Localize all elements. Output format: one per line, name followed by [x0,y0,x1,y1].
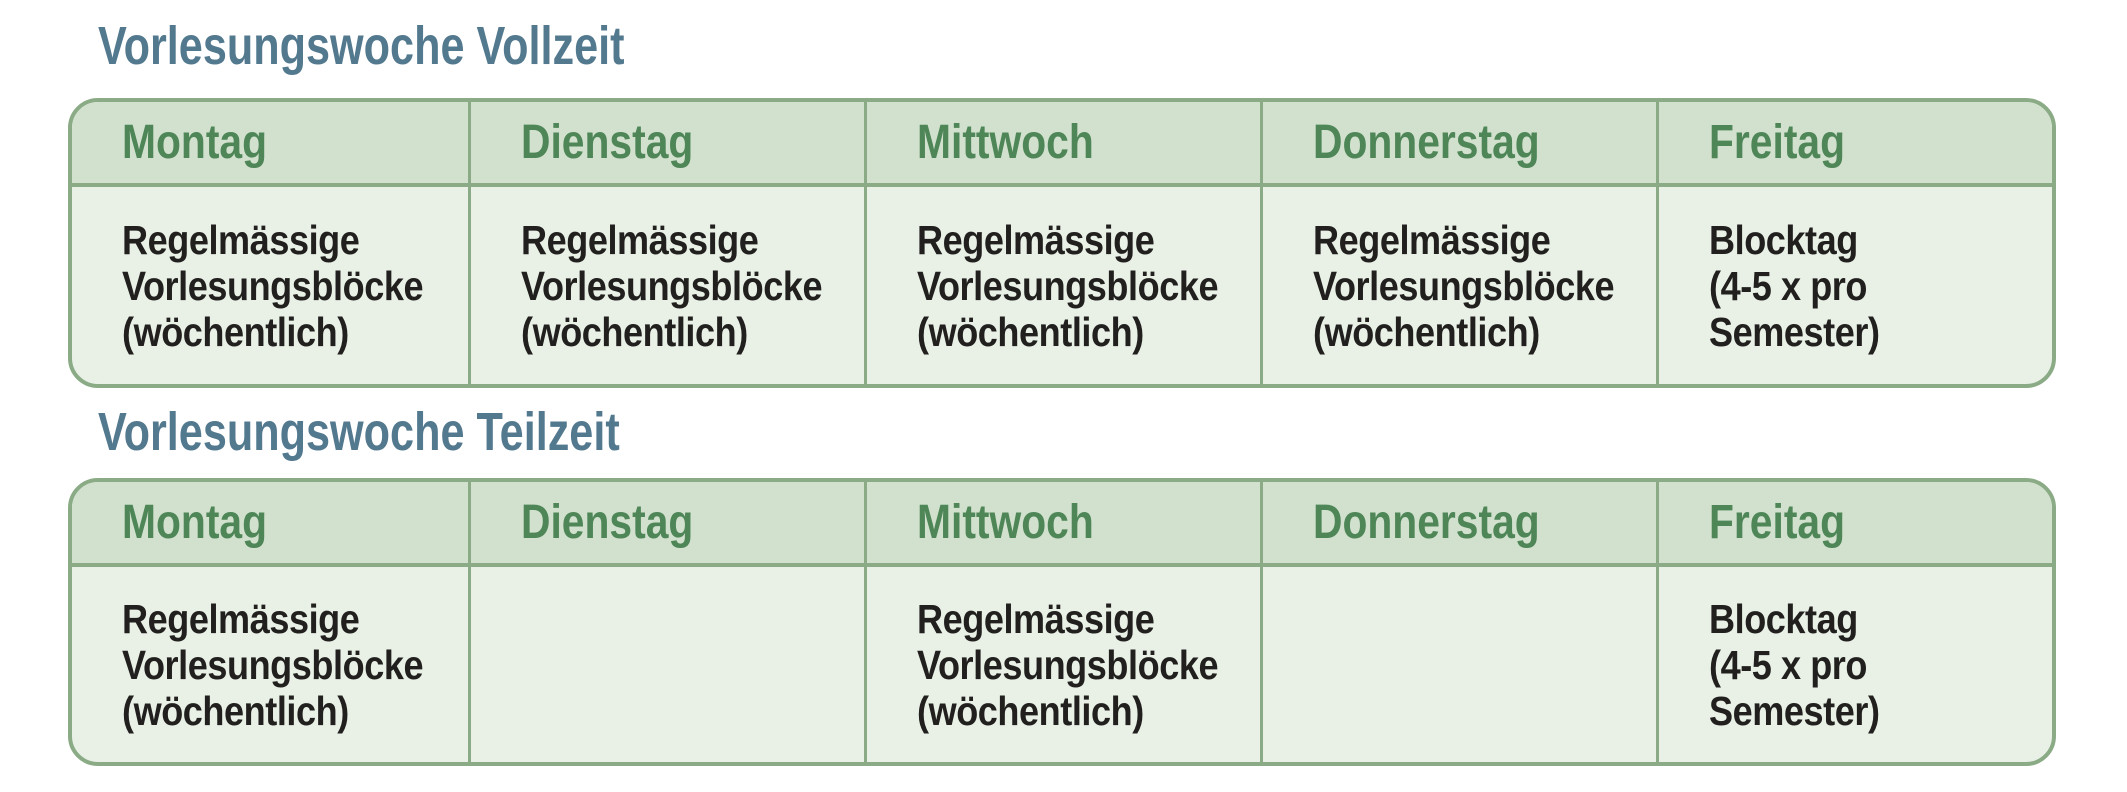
vollzeit-header-row: Montag Dienstag Mittwoch Donnerstag Frei… [72,102,2052,187]
table-cell-montag: Regelmässige Vorlesungsblöcke (wöchentli… [72,187,468,384]
day-header-freitag: Freitag [1656,482,2052,563]
day-header-label: Montag [122,116,268,169]
day-header-mittwoch: Mittwoch [864,102,1260,183]
day-header-montag: Montag [72,482,468,563]
day-header-label: Mittwoch [917,116,1094,169]
table-cell-mittwoch: Regelmässige Vorlesungsblöcke (wöchentli… [864,567,1260,762]
day-header-label: Dienstag [521,116,694,169]
table-cell-dienstag: Regelmässige Vorlesungsblöcke (wöchentli… [468,187,864,384]
day-header-donnerstag: Donnerstag [1260,102,1656,183]
day-header-label: Freitag [1709,496,1846,549]
cell-text: Blocktag (4-5 x pro Semester) [1709,595,1880,734]
table-cell-donnerstag [1260,567,1656,762]
teilzeit-title: Vorlesungswoche Teilzeit [98,402,620,462]
day-header-label: Freitag [1709,116,1846,169]
table-cell-dienstag [468,567,864,762]
cell-text: Regelmässige Vorlesungsblöcke (wöchentli… [917,595,1219,734]
table-cell-donnerstag: Regelmässige Vorlesungsblöcke (wöchentli… [1260,187,1656,384]
cell-text: Regelmässige Vorlesungsblöcke (wöchentli… [917,216,1219,355]
table-cell-mittwoch: Regelmässige Vorlesungsblöcke (wöchentli… [864,187,1260,384]
teilzeit-header-row: Montag Dienstag Mittwoch Donnerstag Frei… [72,482,2052,567]
table-cell-montag: Regelmässige Vorlesungsblöcke (wöchentli… [72,567,468,762]
day-header-label: Donnerstag [1313,496,1540,549]
day-header-label: Montag [122,496,268,549]
teilzeit-table: Montag Dienstag Mittwoch Donnerstag Frei… [68,478,2056,766]
table-cell-freitag: Blocktag (4-5 x pro Semester) [1656,567,2052,762]
cell-text: Blocktag (4-5 x pro Semester) [1709,216,1880,355]
day-header-mittwoch: Mittwoch [864,482,1260,563]
day-header-label: Mittwoch [917,496,1094,549]
vollzeit-body-row: Regelmässige Vorlesungsblöcke (wöchentli… [72,187,2052,384]
cell-text: Regelmässige Vorlesungsblöcke (wöchentli… [521,216,823,355]
cell-text: Regelmässige Vorlesungsblöcke (wöchentli… [122,216,424,355]
teilzeit-body-row: Regelmässige Vorlesungsblöcke (wöchentli… [72,567,2052,762]
day-header-montag: Montag [72,102,468,183]
table-cell-freitag: Blocktag (4-5 x pro Semester) [1656,187,2052,384]
day-header-dienstag: Dienstag [468,102,864,183]
day-header-donnerstag: Donnerstag [1260,482,1656,563]
cell-text: Regelmässige Vorlesungsblöcke (wöchentli… [122,595,424,734]
day-header-dienstag: Dienstag [468,482,864,563]
cell-text: Regelmässige Vorlesungsblöcke (wöchentli… [1313,216,1615,355]
day-header-label: Dienstag [521,496,694,549]
day-header-label: Donnerstag [1313,116,1540,169]
day-header-freitag: Freitag [1656,102,2052,183]
vollzeit-title: Vorlesungswoche Vollzeit [98,16,625,76]
vollzeit-table: Montag Dienstag Mittwoch Donnerstag Frei… [68,98,2056,388]
